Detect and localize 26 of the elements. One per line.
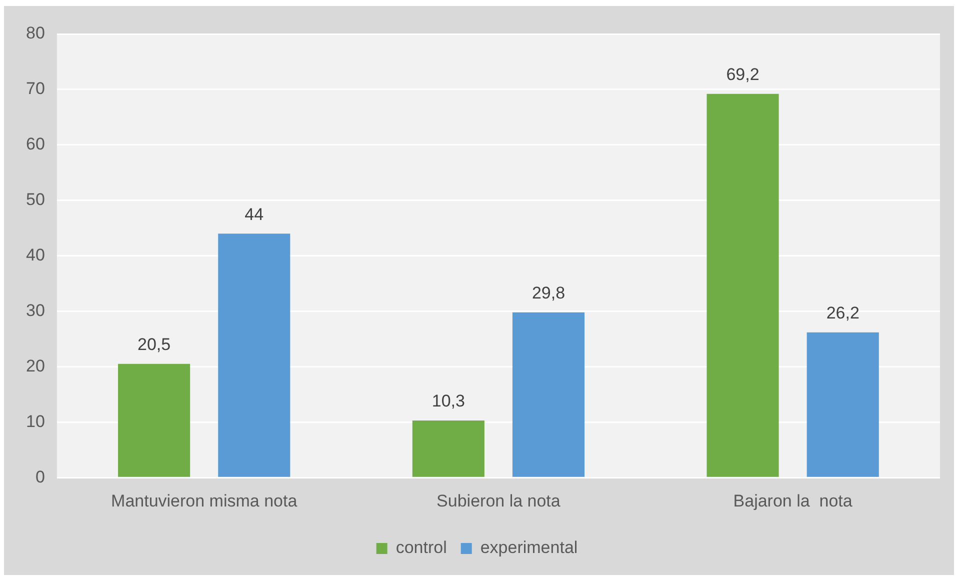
y-tick-label: 30	[26, 300, 45, 320]
bar	[706, 94, 779, 477]
data-label: 20,5	[138, 335, 171, 354]
legend-label: control	[396, 538, 447, 558]
y-tick-label: 10	[26, 412, 45, 431]
y-tick-label: 60	[26, 134, 45, 154]
x-tick-label: Mantuvieron misma nota	[111, 491, 298, 510]
bar	[218, 234, 290, 477]
bar	[412, 420, 484, 477]
x-tick-label: Subieron la nota	[436, 491, 561, 510]
y-tick-label: 70	[26, 79, 45, 98]
data-label: 44	[244, 204, 264, 224]
data-label: 69,2	[726, 65, 760, 84]
x-tick-label: Bajaron la nota	[733, 491, 853, 510]
bar	[806, 332, 879, 477]
data-label: 26,2	[826, 304, 860, 323]
bar	[118, 364, 190, 477]
legend-label: experimental	[480, 538, 578, 558]
y-tick-label: 80	[26, 24, 45, 43]
bar	[512, 312, 585, 477]
y-tick-label: 50	[26, 190, 45, 210]
data-label: 29,8	[532, 284, 566, 303]
y-tick-label: 40	[26, 245, 45, 264]
y-tick-label: 20	[26, 356, 45, 376]
y-tick-label: 0	[35, 467, 45, 486]
data-label: 10,3	[432, 392, 465, 411]
